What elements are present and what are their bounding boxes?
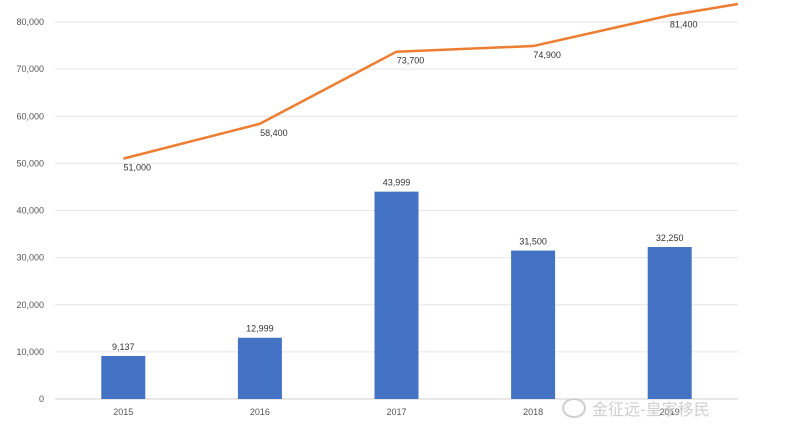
x-axis-tick-labels: 2015 2016 2017 2018 2019 <box>113 407 679 417</box>
x-tick-label: 2019 <box>660 407 680 417</box>
bar <box>101 355 146 399</box>
bar-data-label: 12,999 <box>246 324 274 334</box>
y-axis-tick-labels: 0 10,000 20,000 30,000 40,000 50,000 60,000 70,… <box>16 17 44 404</box>
bar-data-label: 9,137 <box>112 342 135 352</box>
x-tick-label: 2018 <box>523 407 543 417</box>
line-series-path <box>122 2 739 160</box>
bar-data-label: 32,250 <box>656 233 684 243</box>
y-tick-label: 20,000 <box>16 300 44 310</box>
y-tick-label: 70,000 <box>16 64 44 74</box>
bar <box>374 191 419 399</box>
bar-data-label: 43,999 <box>383 178 411 188</box>
line-data-label: 81,400 <box>670 19 698 29</box>
y-tick-label: 30,000 <box>16 253 44 263</box>
x-tick-label: 2016 <box>250 407 270 417</box>
y-tick-label: 60,000 <box>16 111 44 121</box>
y-tick-label: 50,000 <box>16 158 44 168</box>
line-series: 51,000 58,400 73,700 74,900 81,400 <box>122 2 739 173</box>
y-tick-label: 80,000 <box>16 17 44 27</box>
x-tick-label: 2015 <box>113 407 133 417</box>
line-data-label: 51,000 <box>124 163 152 173</box>
line-data-label: 74,900 <box>533 50 561 60</box>
line-data-label: 58,400 <box>260 128 288 138</box>
weibo-icon <box>562 398 586 418</box>
x-tick-label: 2017 <box>386 407 406 417</box>
watermark-text: 金征远-皇家移民 <box>592 400 710 419</box>
bar-data-label: 31,500 <box>519 237 547 247</box>
bar-series: 9,137 12,999 43,999 31,500 32,250 <box>101 178 692 399</box>
bar <box>511 250 556 399</box>
bar <box>647 247 692 399</box>
line-data-label: 73,700 <box>397 56 425 66</box>
y-tick-label: 0 <box>39 394 44 404</box>
y-tick-label: 10,000 <box>16 347 44 357</box>
bar <box>237 337 282 399</box>
y-tick-label: 40,000 <box>16 206 44 216</box>
watermark: 金征远-皇家移民 <box>562 396 710 420</box>
